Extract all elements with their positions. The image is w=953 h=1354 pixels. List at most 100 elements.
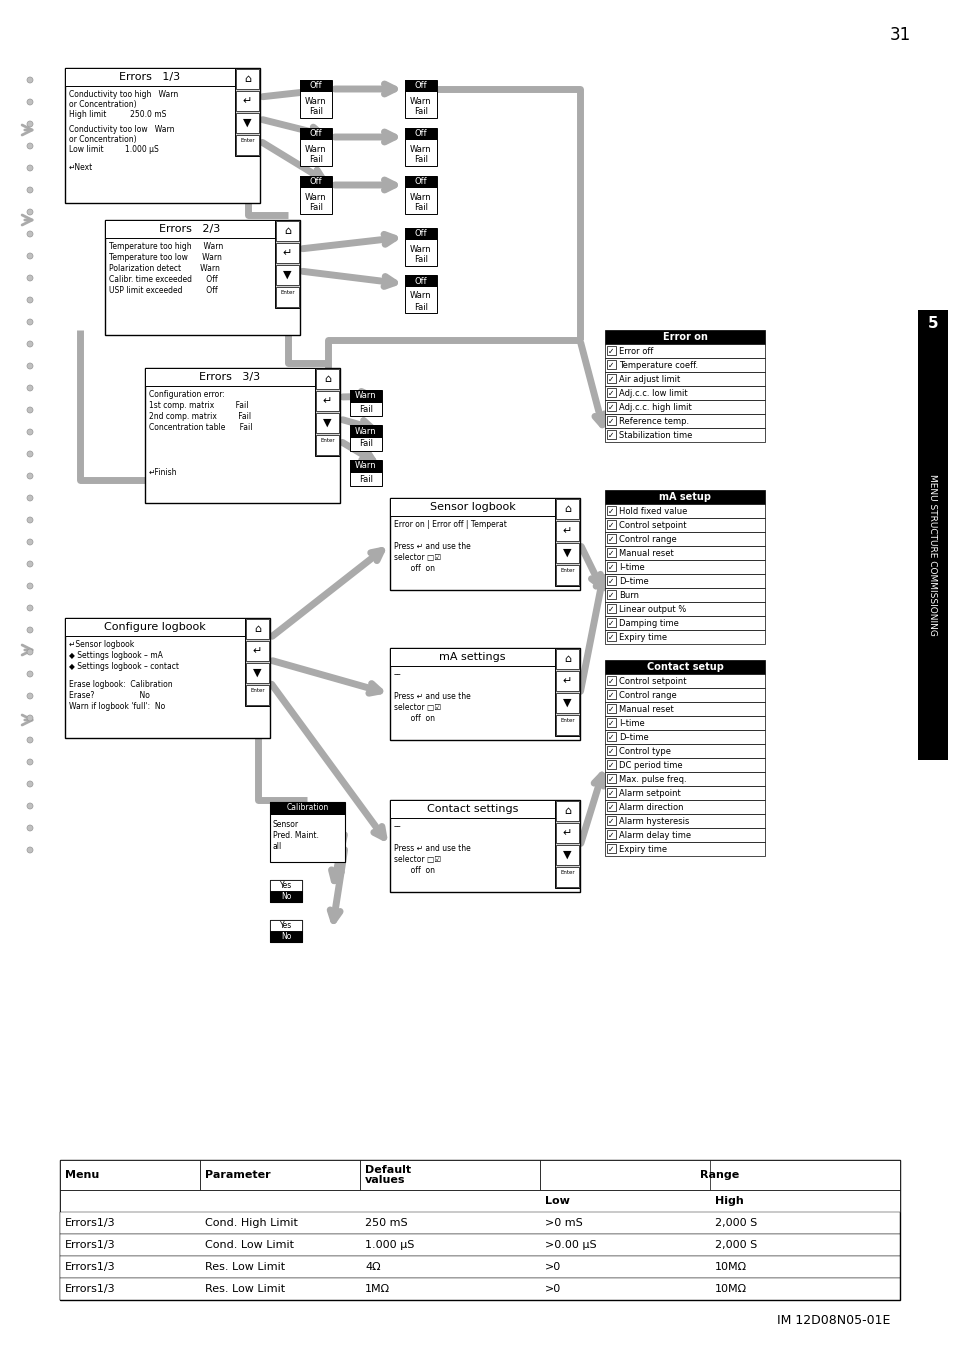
Text: ✓: ✓ (608, 691, 614, 700)
Bar (246, 619, 269, 639)
Text: Press ↵ and use the: Press ↵ and use the (394, 692, 470, 701)
Text: Temperature coeff.: Temperature coeff. (618, 360, 698, 370)
Text: ↵Sensor logbook: ↵Sensor logbook (69, 640, 134, 649)
Bar (246, 685, 269, 705)
Bar (917, 310, 947, 760)
Text: >0 mS: >0 mS (544, 1219, 582, 1228)
Text: Errors1/3: Errors1/3 (65, 1219, 115, 1228)
Bar (359, 1160, 539, 1190)
Bar (604, 772, 764, 787)
Text: ✓: ✓ (608, 619, 614, 627)
Text: mA settings: mA settings (438, 653, 505, 662)
Circle shape (27, 715, 33, 720)
Text: Enter: Enter (559, 569, 575, 573)
Bar (606, 746, 616, 756)
Bar (405, 176, 436, 188)
Text: Warn: Warn (355, 427, 376, 436)
Bar (604, 716, 764, 730)
Text: Control range: Control range (618, 691, 676, 700)
Circle shape (27, 363, 33, 370)
Bar (606, 760, 616, 769)
Bar (604, 546, 764, 561)
Text: 4Ω: 4Ω (365, 1262, 380, 1271)
Bar (606, 506, 616, 515)
Text: ↵: ↵ (562, 829, 572, 838)
Text: Conductivity too high   Warn: Conductivity too high Warn (69, 89, 178, 99)
Bar (246, 663, 269, 682)
Text: Low: Low (544, 1196, 569, 1206)
Text: selector □☑: selector □☑ (394, 552, 440, 562)
Text: off  on: off on (394, 714, 435, 723)
Bar (604, 588, 764, 603)
Text: D–time: D–time (618, 733, 648, 742)
Bar (604, 414, 764, 428)
Text: Errors   3/3: Errors 3/3 (199, 372, 260, 382)
Text: Off: Off (310, 130, 322, 138)
Bar (275, 242, 298, 263)
Text: ✓: ✓ (608, 431, 614, 440)
Text: off  on: off on (394, 565, 435, 573)
Bar (105, 219, 299, 334)
Bar (315, 370, 338, 389)
Text: ◆ Settings logbook – contact: ◆ Settings logbook – contact (69, 662, 179, 672)
Bar (606, 830, 616, 839)
Bar (270, 880, 302, 902)
Text: ▼: ▼ (562, 699, 571, 708)
Text: 2,000 S: 2,000 S (714, 1240, 757, 1250)
Bar (235, 112, 258, 133)
Text: Adj.c.c. low limit: Adj.c.c. low limit (618, 389, 687, 398)
Bar (270, 919, 302, 932)
Bar (604, 386, 764, 399)
Text: ⌂: ⌂ (253, 624, 261, 634)
Bar (539, 1160, 709, 1190)
Bar (390, 649, 579, 741)
Text: Press ↵ and use the: Press ↵ and use the (394, 542, 470, 551)
Bar (604, 357, 764, 372)
Bar (604, 688, 764, 701)
Circle shape (27, 429, 33, 435)
Text: MENU STRUCTURE COMMISSIONING: MENU STRUCTURE COMMISSIONING (927, 474, 937, 636)
Text: Errors1/3: Errors1/3 (65, 1284, 115, 1294)
Bar (390, 498, 579, 590)
Bar (315, 413, 338, 433)
Bar (270, 880, 302, 891)
Bar (606, 431, 616, 439)
Bar (274, 219, 299, 307)
Bar (270, 802, 345, 862)
Text: ✓: ✓ (608, 520, 614, 529)
Text: ––: –– (394, 822, 401, 831)
Bar (270, 932, 302, 942)
Text: Error on: Error on (662, 332, 707, 343)
Bar (60, 1190, 899, 1212)
Text: Alarm delay time: Alarm delay time (618, 830, 690, 839)
Bar (390, 800, 555, 818)
Circle shape (27, 584, 33, 589)
Text: Alarm hysteresis: Alarm hysteresis (618, 816, 689, 826)
Bar (555, 498, 579, 586)
Circle shape (27, 144, 33, 149)
Bar (604, 603, 764, 616)
Text: Off: Off (415, 229, 427, 238)
Text: ⌂: ⌂ (563, 654, 571, 663)
Bar (604, 674, 764, 688)
Bar (606, 590, 616, 598)
Bar (65, 68, 234, 87)
Bar (245, 617, 270, 705)
Circle shape (27, 209, 33, 215)
Text: Press ↵ and use the: Press ↵ and use the (394, 844, 470, 853)
Circle shape (27, 320, 33, 325)
Bar (60, 1160, 200, 1190)
Text: Max. pulse freq.: Max. pulse freq. (618, 774, 686, 784)
Text: Alarm setpoint: Alarm setpoint (618, 788, 680, 798)
Text: Enter: Enter (240, 138, 254, 144)
Bar (604, 519, 764, 532)
Text: Warn: Warn (410, 192, 432, 202)
Bar (606, 676, 616, 685)
Bar (299, 129, 332, 139)
Bar (606, 733, 616, 741)
Text: ✓: ✓ (608, 845, 614, 853)
Bar (405, 275, 436, 287)
Bar (315, 435, 338, 455)
Text: Control type: Control type (618, 746, 670, 756)
Text: ✓: ✓ (608, 347, 614, 356)
